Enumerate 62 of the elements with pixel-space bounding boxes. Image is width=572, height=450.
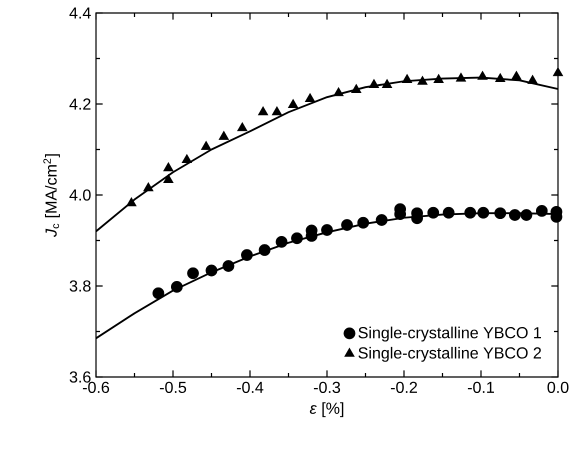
point: [163, 174, 174, 184]
point: [464, 206, 476, 219]
point: [258, 244, 270, 256]
point: [495, 73, 506, 82]
point: [163, 162, 174, 172]
point: [258, 106, 268, 116]
x-tick-label: -0.3: [314, 382, 340, 394]
point: [288, 99, 298, 108]
point: [376, 214, 388, 226]
y-tick-label: 4.0: [69, 189, 91, 201]
point: [427, 206, 440, 219]
point: [351, 84, 362, 93]
point: [333, 87, 344, 96]
point: [434, 74, 444, 83]
point: [456, 72, 466, 82]
point: [527, 74, 538, 84]
x-tick-label: -0.4: [236, 382, 264, 394]
y-tick-label: 3.8: [70, 280, 91, 292]
point: [304, 93, 316, 102]
x-tick-label: 0.0: [548, 382, 568, 394]
x-axis-title: ε [%]: [310, 402, 344, 418]
point: [417, 76, 428, 85]
point: [276, 236, 288, 248]
point: [187, 267, 199, 280]
point: [357, 216, 370, 229]
point: [152, 287, 164, 300]
y-tick-label: 4.4: [69, 8, 91, 19]
x-tick-label: -0.2: [390, 382, 417, 394]
y-axis-title: J$_{c}$ [MA/cm$^{2}$]: [43, 154, 60, 237]
point: [170, 281, 183, 293]
point: [200, 140, 212, 150]
point: [241, 249, 253, 261]
point: [477, 70, 488, 80]
point: [237, 122, 248, 132]
point: [477, 206, 490, 219]
point: [520, 209, 532, 221]
point: [143, 182, 154, 192]
point: [218, 130, 229, 140]
point: [341, 219, 353, 231]
point: [291, 232, 303, 244]
x-tick-label: -0.6: [82, 382, 110, 394]
point: [272, 106, 282, 116]
y-tick-label: 3.6: [70, 371, 91, 383]
point: [552, 67, 564, 76]
point: [494, 207, 506, 220]
point: [182, 154, 192, 164]
point: [368, 79, 380, 88]
point: [536, 205, 548, 217]
point: [321, 224, 333, 236]
point: [126, 197, 137, 206]
point: [402, 74, 412, 83]
legend-label: Single-crystalline YBCO 1: [358, 326, 541, 342]
legend-label: Single-crystalline YBCO 2: [358, 346, 541, 362]
x-tick-label: -0.5: [160, 382, 186, 394]
point: [206, 264, 218, 276]
point: [222, 260, 234, 272]
y-tick-label: 4.2: [69, 98, 90, 110]
point: [511, 70, 522, 80]
point: [509, 209, 521, 221]
point: [382, 79, 392, 88]
point: [442, 206, 455, 219]
x-tick-label: -0.1: [468, 382, 494, 394]
